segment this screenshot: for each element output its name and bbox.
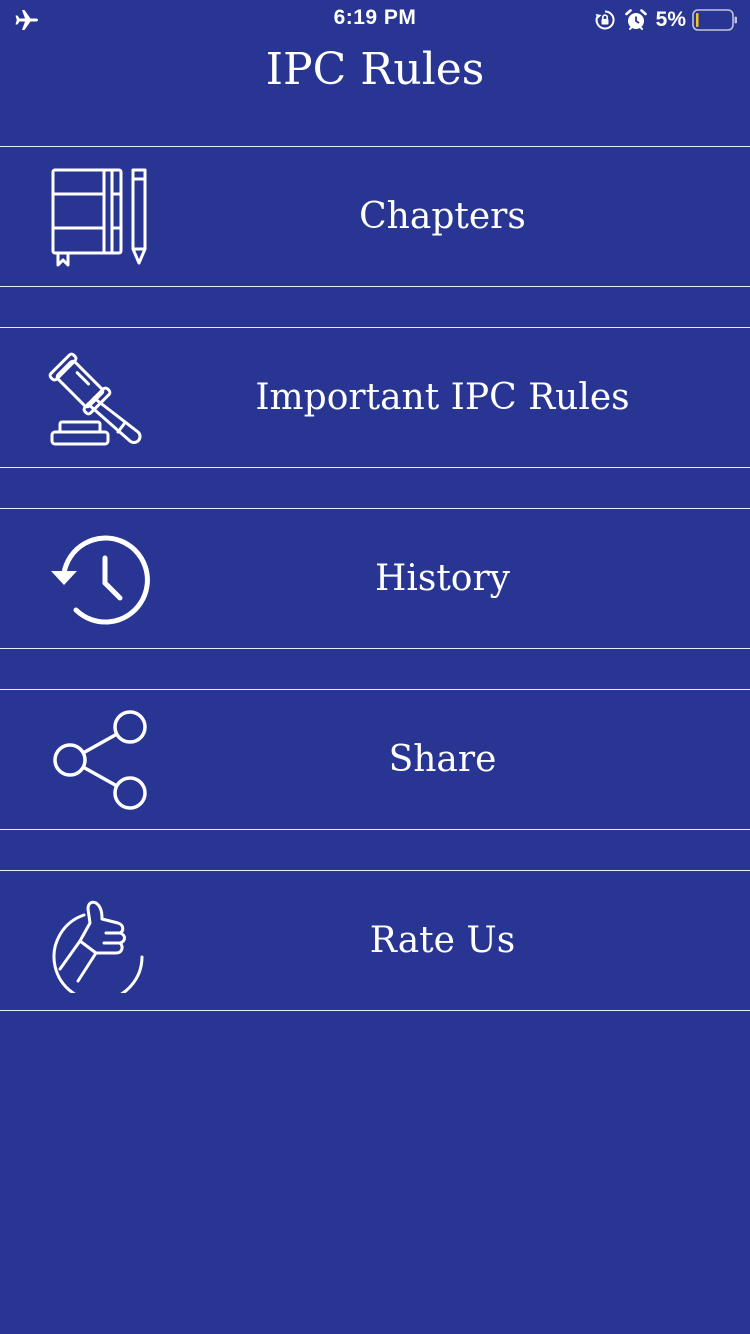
- battery-icon: [692, 9, 738, 31]
- menu-item-label: History: [135, 509, 750, 648]
- alarm-icon: [624, 8, 648, 32]
- menu-item-share[interactable]: Share: [0, 689, 750, 830]
- menu-item-label: Chapters: [135, 147, 750, 286]
- menu-item-important-ipc-rules[interactable]: Important IPC Rules: [0, 327, 750, 468]
- battery-percent: 5%: [656, 8, 686, 32]
- menu-item-label: Share: [135, 690, 750, 829]
- menu-item-label: Rate Us: [135, 871, 750, 1010]
- menu-item-label: Important IPC Rules: [135, 328, 750, 467]
- menu-item-history[interactable]: History: [0, 508, 750, 649]
- menu-item-chapters[interactable]: Chapters: [0, 146, 750, 287]
- page-title: IPC Rules: [0, 40, 750, 100]
- status-right-group: 5%: [594, 6, 738, 34]
- menu-item-rate-us[interactable]: Rate Us: [0, 870, 750, 1011]
- rotation-lock-icon: [594, 9, 616, 31]
- status-bar: 6:19 PM 5%: [0, 0, 750, 40]
